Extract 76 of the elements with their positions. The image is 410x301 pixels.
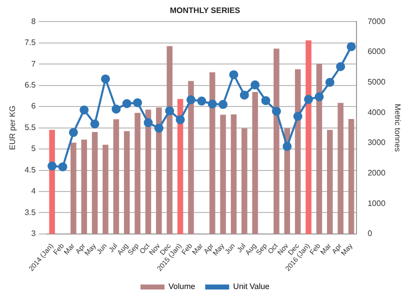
- y2-tick-label: 3000: [368, 138, 386, 148]
- y2-axis-title: Metric tonnes: [392, 104, 402, 152]
- point: [186, 95, 196, 104]
- bar: [242, 128, 248, 234]
- chart-title: MONTHLY SERIES: [170, 6, 241, 16]
- bar: [134, 112, 140, 234]
- bar: [156, 107, 162, 234]
- bar: [252, 92, 258, 234]
- point: [293, 112, 302, 121]
- point: [218, 100, 228, 109]
- y-tick-label: 3: [31, 229, 36, 238]
- y2-tick-label: 2000: [368, 168, 386, 178]
- point: [48, 162, 57, 171]
- point: [336, 62, 346, 72]
- bar: [113, 119, 120, 234]
- point: [154, 124, 164, 133]
- y2-tick-label: 0: [368, 229, 373, 238]
- bar: [230, 114, 237, 234]
- bar: [70, 142, 76, 234]
- point: [250, 80, 260, 90]
- point: [304, 94, 314, 104]
- bar: [294, 69, 301, 234]
- bar: [274, 48, 280, 234]
- point: [272, 106, 281, 116]
- y-tick-label: 6: [31, 102, 36, 111]
- y-tick-label: 5: [31, 144, 36, 154]
- point: [90, 119, 100, 128]
- point: [240, 90, 249, 100]
- point: [346, 42, 356, 52]
- point: [282, 142, 292, 151]
- point: [58, 162, 68, 172]
- y-tick-label: 4.5: [24, 165, 36, 174]
- y-tick-label: 3.5: [24, 208, 36, 217]
- point: [229, 70, 238, 80]
- point: [314, 92, 324, 102]
- point: [144, 118, 153, 128]
- legend-label: Volume: [168, 282, 196, 292]
- point: [133, 98, 142, 108]
- bar: [338, 102, 344, 234]
- bar: [81, 140, 88, 234]
- point: [112, 104, 121, 114]
- y2-tick-label: 1000: [368, 198, 386, 208]
- y-tick-label: 4: [31, 186, 36, 196]
- point: [197, 96, 206, 106]
- bar: [166, 46, 172, 234]
- point: [80, 105, 89, 114]
- y2-tick-label: 6000: [368, 47, 386, 56]
- point: [165, 106, 174, 116]
- y-tick-label: 6.5: [24, 80, 36, 90]
- bar: [124, 131, 130, 234]
- bar: [102, 144, 108, 234]
- bar: [327, 130, 333, 234]
- bar: [306, 40, 312, 234]
- bar: [348, 118, 354, 234]
- y-axis-title: EUR per KG: [8, 106, 18, 150]
- point: [208, 100, 217, 108]
- bar: [316, 64, 322, 234]
- point: [100, 74, 110, 84]
- y-tick-label: 7: [31, 59, 36, 68]
- bar: [49, 130, 55, 234]
- point: [325, 78, 334, 87]
- y2-tick-label: 4000: [368, 108, 386, 117]
- y2-tick-label: 7000: [368, 16, 386, 26]
- point: [176, 115, 185, 124]
- y-tick-label: 8: [31, 16, 36, 26]
- point: [122, 99, 132, 108]
- bar: [92, 132, 98, 234]
- point: [261, 96, 270, 106]
- legend-label: Unit Value: [233, 282, 270, 292]
- bar: [209, 72, 216, 234]
- y-tick-label: 5.5: [24, 122, 36, 132]
- y2-tick-label: 5000: [368, 77, 386, 86]
- bar: [220, 114, 226, 234]
- y-tick-label: 7.5: [24, 38, 36, 48]
- point: [68, 128, 78, 137]
- bar: [188, 81, 194, 234]
